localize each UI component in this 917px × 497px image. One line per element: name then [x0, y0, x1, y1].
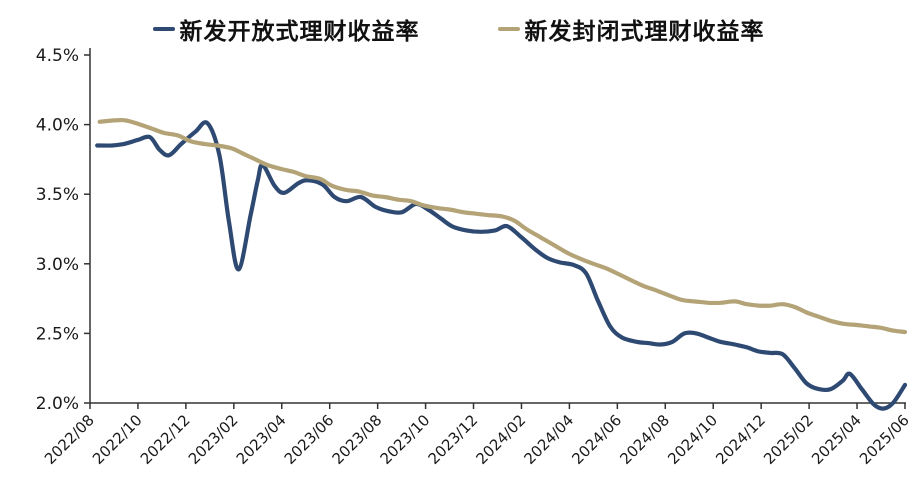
legend-line-marker-closed-end [497, 27, 520, 31]
y-tick-label: 3.0% [36, 255, 79, 275]
y-tick-label: 2.0% [36, 394, 79, 414]
x-tick-label: 2024/04 [520, 411, 577, 468]
x-tick-label: 2024/06 [568, 411, 625, 468]
x-tick-label: 2022/08 [41, 411, 98, 468]
x-tick-label: 2024/08 [616, 411, 673, 468]
x-tick-label: 2025/06 [856, 411, 913, 468]
legend-line-marker-open-end [152, 27, 175, 31]
x-tick-label: 2023/06 [281, 411, 338, 468]
x-tick-label: 2025/04 [808, 411, 865, 468]
x-tick-label: 2022/10 [89, 411, 146, 468]
legend-label-open-end: 新发开放式理财收益率 [179, 19, 420, 45]
x-tick-label: 2022/12 [137, 411, 194, 468]
x-tick-label: 2023/08 [329, 411, 386, 468]
legend-item-closed-end: 新发封闭式理财收益率 [497, 12, 765, 46]
y-tick-label: 4.5% [36, 46, 79, 66]
x-tick-label: 2023/04 [233, 411, 290, 468]
x-tick-label: 2023/10 [377, 411, 434, 468]
y-tick-label: 3.5% [36, 185, 79, 205]
legend-item-open-end: 新发开放式理财收益率 [152, 12, 420, 46]
chart-legend: 新发开放式理财收益率 新发封闭式理财收益率 [0, 12, 917, 46]
series-line-open-end [95, 120, 908, 411]
series-line-closed-end [97, 117, 908, 335]
x-tick-label: 2024/02 [472, 411, 529, 468]
y-tick-label: 2.5% [36, 324, 79, 344]
y-tick-label: 4.0% [36, 116, 79, 136]
x-tick-label: 2023/02 [185, 411, 242, 468]
x-tick-label: 2023/12 [425, 411, 482, 468]
x-tick-label: 2024/12 [712, 411, 769, 468]
x-tick-label: 2025/02 [760, 411, 817, 468]
legend-label-closed-end: 新发封闭式理财收益率 [524, 19, 765, 45]
x-tick-label: 2024/10 [664, 411, 721, 468]
